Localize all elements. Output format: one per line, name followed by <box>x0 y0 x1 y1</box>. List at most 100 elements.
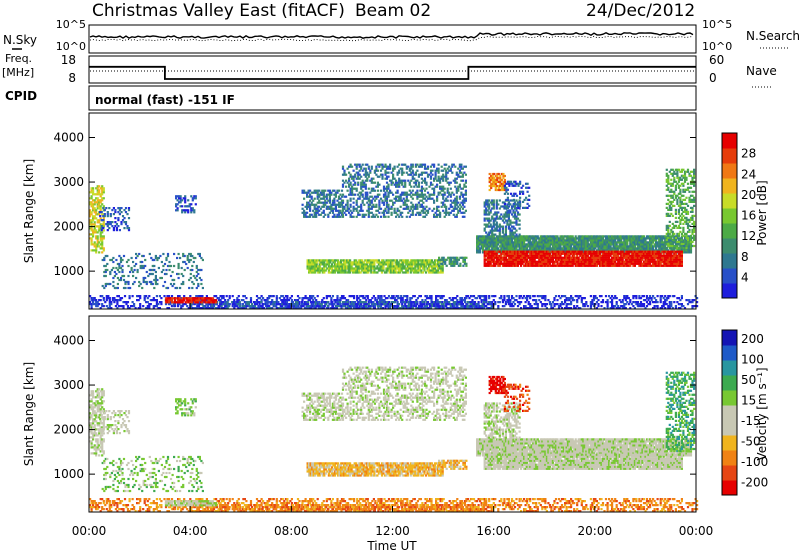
power-cell <box>338 269 341 272</box>
power-cell <box>175 197 178 200</box>
power-cell <box>554 254 558 257</box>
power-cell <box>609 264 612 267</box>
power-cell <box>332 271 335 274</box>
power-cell <box>501 256 504 259</box>
power-cell <box>411 213 414 216</box>
power-cell <box>498 225 501 228</box>
power-cell <box>523 245 526 248</box>
power-cell <box>630 256 633 259</box>
power-cell <box>598 264 602 267</box>
power-cell <box>667 188 670 191</box>
power-cell <box>344 267 347 270</box>
power-cell <box>411 209 414 212</box>
power-cell <box>303 211 306 214</box>
power-cell <box>382 201 386 204</box>
power-cell <box>503 237 506 240</box>
power-cell <box>345 203 348 206</box>
power-cell <box>453 262 456 265</box>
power-cell <box>90 195 93 198</box>
power-cell <box>679 264 682 267</box>
power-cell <box>450 262 453 265</box>
power-cell <box>556 254 559 257</box>
power-cell <box>489 254 492 257</box>
power-cell <box>668 190 671 193</box>
power-cell <box>352 267 355 270</box>
power-cell <box>372 213 375 216</box>
power-cell <box>639 239 643 242</box>
power-cell <box>498 199 501 202</box>
power-cell <box>606 258 609 261</box>
power-cell <box>615 237 618 240</box>
power-cell <box>303 191 306 194</box>
power-cell <box>636 260 639 263</box>
power-cell <box>571 239 574 242</box>
power-cell <box>341 173 345 176</box>
power-cell <box>420 209 423 212</box>
power-cell <box>618 243 621 246</box>
power-cell <box>629 247 632 250</box>
power-cell <box>358 195 361 198</box>
power-cell <box>153 268 156 272</box>
power-cell <box>333 269 336 272</box>
power-cell <box>397 261 400 264</box>
power-cell <box>614 258 617 261</box>
power-cell <box>536 260 539 263</box>
power-cell <box>387 211 390 214</box>
power-cell <box>118 209 121 212</box>
power-cell <box>503 201 506 204</box>
power-cell <box>406 267 409 270</box>
power-cell <box>361 261 364 264</box>
power-cell <box>381 175 384 178</box>
power-cell <box>661 264 664 267</box>
power-cell <box>96 201 99 204</box>
power-cell <box>655 243 658 246</box>
power-cell <box>504 262 507 265</box>
power-cell <box>501 235 504 238</box>
power-cell <box>417 271 420 274</box>
power-cell <box>544 254 547 257</box>
power-cell <box>169 264 173 268</box>
power-cell <box>396 259 399 262</box>
power-cell <box>169 274 173 278</box>
power-cell <box>383 263 387 266</box>
power-cell <box>554 250 558 253</box>
power-cell <box>363 213 366 216</box>
power-cell <box>633 254 636 257</box>
power-cell <box>586 262 589 265</box>
power-cell <box>514 180 517 183</box>
power-cell <box>641 245 644 248</box>
power-cell <box>497 186 500 190</box>
power-cell <box>539 247 542 250</box>
power-cell <box>395 185 398 188</box>
power-cell <box>500 254 503 257</box>
power-cell <box>119 256 123 260</box>
power-cell <box>99 233 102 236</box>
power-cell <box>521 254 524 257</box>
power-cell <box>327 207 330 210</box>
power-cell <box>649 249 652 252</box>
power-cell <box>450 260 453 263</box>
power-cell <box>96 221 99 224</box>
power-cell <box>106 223 109 226</box>
power-cell <box>366 163 369 166</box>
power-cell <box>624 247 627 250</box>
power-cell <box>366 179 369 182</box>
power-cell <box>532 250 535 253</box>
power-cell <box>567 235 570 238</box>
power-cell <box>504 254 507 257</box>
power-cell <box>98 191 101 194</box>
power-cell <box>417 265 420 268</box>
power-cell <box>494 213 497 216</box>
power-cell <box>652 245 655 248</box>
power-cell <box>306 193 309 196</box>
power-cell <box>594 250 597 253</box>
power-cell <box>580 245 583 248</box>
power-cell <box>124 211 128 214</box>
power-cell <box>385 195 389 198</box>
power-cell <box>603 239 606 242</box>
power-cell <box>509 235 512 238</box>
power-cell <box>384 195 387 198</box>
power-cell <box>624 258 627 261</box>
power-cell <box>601 260 605 263</box>
power-cell <box>626 258 629 261</box>
